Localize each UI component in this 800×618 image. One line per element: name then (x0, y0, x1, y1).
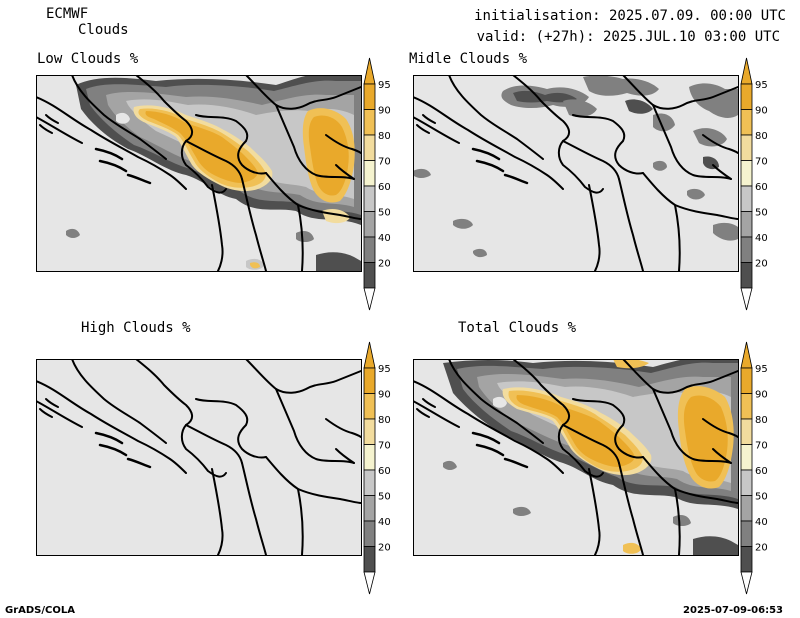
colorbar-tick-label: 50 (378, 208, 391, 219)
model-name: ECMWF (46, 6, 89, 22)
colorbar-tick-label: 50 (755, 208, 768, 219)
colorbar-tick-label: 40 (755, 233, 768, 244)
colorbar-segment (363, 185, 376, 212)
colorbar-tick-label: 90 (755, 390, 768, 401)
colorbar-top-arrow (363, 341, 376, 369)
colorbar-tick-label: 60 (755, 466, 768, 477)
colorbar-tick-label: 90 (755, 106, 768, 117)
colorbar-middle: 95 90 80 70 60 50 40 20 (740, 57, 768, 311)
colorbar-tick-label: 20 (378, 543, 391, 554)
colorbar-segment (363, 134, 376, 161)
colorbar-tick-label: 60 (378, 466, 391, 477)
colorbar-top-arrow (740, 57, 753, 85)
colorbar-bottom-arrow (740, 287, 753, 311)
colorbar-segment (740, 444, 753, 471)
colorbar-segment (363, 495, 376, 522)
colorbar-tick-label: 60 (378, 182, 391, 193)
init-time: initialisation: 2025.07.09. 00:00 UTC (474, 8, 786, 24)
colorbar-tick-label: 20 (378, 259, 391, 270)
colorbar-top-arrow (740, 341, 753, 369)
colorbar-bottom-arrow (363, 571, 376, 595)
colorbar-segment (740, 418, 753, 445)
panel-title-low: Low Clouds % (37, 51, 139, 67)
map-panel-low (36, 75, 362, 272)
colorbar-tick-label: 20 (755, 259, 768, 270)
colorbar-segment (363, 469, 376, 496)
colorbar-tick-label: 60 (755, 182, 768, 193)
colorbar-segment (740, 367, 753, 394)
colorbar-segment (740, 83, 753, 110)
colorbar-segment (740, 109, 753, 136)
colorbar-segment (363, 546, 376, 573)
colorbar-tick-label: 40 (755, 517, 768, 528)
map-panel-total (413, 359, 739, 556)
colorbar-segment (363, 160, 376, 187)
colorbar-segment (740, 393, 753, 420)
colorbar-segment (740, 134, 753, 161)
colorbar-tick-label: 50 (755, 492, 768, 503)
colorbar-segment (740, 185, 753, 212)
colorbar-segment (740, 495, 753, 522)
colorbar-segment (363, 236, 376, 263)
colorbar-tick-label: 20 (755, 543, 768, 554)
colorbar-tick-label: 80 (378, 131, 391, 142)
map-panel-high (36, 359, 362, 556)
valid-time: valid: (+27h): 2025.JUL.10 03:00 UTC (476, 29, 780, 45)
footer-timestamp: 2025-07-09-06:53 (683, 605, 783, 616)
colorbar-segment (363, 109, 376, 136)
colorbar-top-arrow (363, 57, 376, 85)
colorbar-tick-label: 70 (378, 441, 391, 452)
map-panel-middle (413, 75, 739, 272)
colorbar-tick-label: 80 (755, 131, 768, 142)
colorbar-tick-label: 80 (755, 415, 768, 426)
colorbar-low: 95 90 80 70 60 50 40 20 (363, 57, 391, 311)
colorbar-segment (740, 236, 753, 263)
footer-software: GrADS/COLA (5, 605, 75, 616)
colorbar-tick-label: 40 (378, 517, 391, 528)
colorbar-bottom-arrow (740, 571, 753, 595)
colorbar-tick-label: 70 (378, 157, 391, 168)
colorbar-segment (363, 262, 376, 289)
colorbar-segment (363, 444, 376, 471)
colorbar-segment (363, 367, 376, 394)
colorbar-tick-label: 80 (378, 415, 391, 426)
colorbar-tick-label: 95 (755, 364, 768, 375)
colorbar-high: 95 90 80 70 60 50 40 20 (363, 341, 391, 595)
colorbar-bottom-arrow (363, 287, 376, 311)
colorbar-segment (363, 418, 376, 445)
colorbar-tick-label: 95 (755, 80, 768, 91)
colorbar-segment (740, 160, 753, 187)
product-name: Clouds (78, 22, 129, 38)
panel-title-middle: Midle Clouds % (409, 51, 528, 67)
colorbar-segment (363, 83, 376, 110)
colorbar-segment (363, 393, 376, 420)
colorbar-segment (740, 211, 753, 238)
colorbar-tick-label: 95 (378, 364, 391, 375)
colorbar-tick-label: 95 (378, 80, 391, 91)
colorbar-segment (740, 520, 753, 547)
colorbar-tick-label: 40 (378, 233, 391, 244)
colorbar-tick-label: 70 (755, 441, 768, 452)
colorbar-segment (740, 262, 753, 289)
colorbar-total: 95 90 80 70 60 50 40 20 (740, 341, 768, 595)
panel-title-total: Total Clouds % (458, 320, 577, 336)
colorbar-segment (363, 520, 376, 547)
panel-title-high: High Clouds % (81, 320, 191, 336)
colorbar-tick-label: 50 (378, 492, 391, 503)
colorbar-tick-label: 90 (378, 106, 391, 117)
colorbar-tick-label: 70 (755, 157, 768, 168)
colorbar-segment (740, 469, 753, 496)
colorbar-tick-label: 90 (378, 390, 391, 401)
colorbar-segment (363, 211, 376, 238)
colorbar-segment (740, 546, 753, 573)
